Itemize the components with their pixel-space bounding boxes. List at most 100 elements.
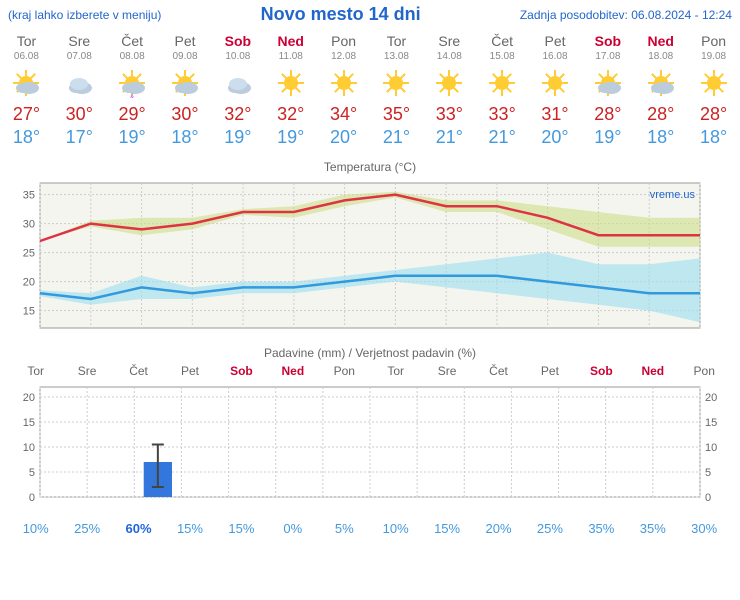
svg-text:15: 15 xyxy=(23,306,35,318)
weather-icon xyxy=(11,68,41,98)
precip-pct: 10% xyxy=(370,521,421,536)
day-name: Tor xyxy=(17,33,36,49)
day-date: 09.08 xyxy=(172,51,197,62)
day-name: Ned xyxy=(278,33,304,49)
day-name: Sob xyxy=(595,33,621,49)
day-col: Pon 19.08 28° 18° xyxy=(687,33,740,148)
menu-note: (kraj lahko izberete v meniju) xyxy=(8,8,161,22)
precip-day: Čet xyxy=(113,364,164,378)
hi-temp: 33° xyxy=(489,104,516,125)
lo-temp: 21° xyxy=(383,127,410,148)
svg-text:25: 25 xyxy=(23,248,35,260)
day-col: Sob 17.08 28° 19° xyxy=(581,33,634,148)
day-date: 10.08 xyxy=(225,51,250,62)
precip-pct-row: 10%25%60%15%15%0%5%10%15%20%25%35%35%30% xyxy=(0,521,740,536)
precip-chart-title: Padavine (mm) / Verjetnost padavin (%) xyxy=(0,346,740,360)
day-name: Pon xyxy=(701,33,726,49)
lo-temp: 19° xyxy=(594,127,621,148)
day-name: Čet xyxy=(491,33,513,49)
day-name: Tor xyxy=(387,33,406,49)
precip-pct: 15% xyxy=(421,521,472,536)
weather-icon xyxy=(540,68,570,98)
lo-temp: 18° xyxy=(171,127,198,148)
precip-pct: 15% xyxy=(216,521,267,536)
svg-text:20: 20 xyxy=(23,392,35,404)
day-name: Pet xyxy=(545,33,566,49)
day-col: Sob 10.08 32° 19° xyxy=(211,33,264,148)
day-name: Pon xyxy=(331,33,356,49)
day-col: Pet 16.08 31° 20° xyxy=(529,33,582,148)
day-date: 07.08 xyxy=(67,51,92,62)
day-col: Sre 07.08 30° 17° xyxy=(53,33,106,148)
precip-pct: 30% xyxy=(678,521,729,536)
precip-day: Sre xyxy=(61,364,112,378)
hi-temp: 28° xyxy=(647,104,674,125)
temp-chart: 1520253035vreme.us xyxy=(10,178,730,338)
precip-day: Pon xyxy=(678,364,729,378)
hi-temp: 33° xyxy=(436,104,463,125)
svg-text:35: 35 xyxy=(23,190,35,202)
day-date: 12.08 xyxy=(331,51,356,62)
weather-icon xyxy=(593,68,623,98)
svg-text:20: 20 xyxy=(705,392,717,404)
precip-day: Ned xyxy=(627,364,678,378)
precip-day: Ned xyxy=(267,364,318,378)
lo-temp: 17° xyxy=(66,127,93,148)
day-name: Sre xyxy=(438,33,460,49)
hi-temp: 35° xyxy=(383,104,410,125)
day-date: 18.08 xyxy=(648,51,673,62)
svg-text:5: 5 xyxy=(705,467,711,479)
lo-temp: 20° xyxy=(541,127,568,148)
last-update: Zadnja posodobitev: 06.08.2024 - 12:24 xyxy=(520,8,732,22)
precip-days-row: TorSreČetPetSobNedPonTorSreČetPetSobNedP… xyxy=(0,364,740,378)
day-name: Čet xyxy=(121,33,143,49)
hi-temp: 28° xyxy=(594,104,621,125)
day-name: Ned xyxy=(648,33,674,49)
hi-temp: 27° xyxy=(13,104,40,125)
day-col: Ned 11.08 32° 19° xyxy=(264,33,317,148)
precip-day: Sre xyxy=(421,364,472,378)
svg-text:vreme.us: vreme.us xyxy=(650,189,696,201)
weather-icon xyxy=(329,68,359,98)
precip-pct: 20% xyxy=(473,521,524,536)
hi-temp: 32° xyxy=(277,104,304,125)
svg-text:15: 15 xyxy=(705,417,717,429)
precip-day: Sob xyxy=(576,364,627,378)
precip-chart: 0055101015152020 xyxy=(10,382,730,517)
precip-day: Pon xyxy=(319,364,370,378)
precip-day: Sob xyxy=(216,364,267,378)
day-date: 11.08 xyxy=(279,51,303,62)
hi-temp: 30° xyxy=(171,104,198,125)
lo-temp: 21° xyxy=(436,127,463,148)
weather-icon xyxy=(699,68,729,98)
hi-temp: 32° xyxy=(224,104,251,125)
page-title: Novo mesto 14 dni xyxy=(261,4,421,25)
weather-icon xyxy=(434,68,464,98)
precip-pct: 15% xyxy=(164,521,215,536)
weather-icon xyxy=(170,68,200,98)
lo-temp: 21° xyxy=(489,127,516,148)
day-date: 06.08 xyxy=(14,51,39,62)
precip-day: Pet xyxy=(524,364,575,378)
svg-text:10: 10 xyxy=(705,442,717,454)
forecast-row: Tor 06.08 27° 18°Sre 07.08 30° 17°Čet 08… xyxy=(0,29,740,152)
lo-temp: 19° xyxy=(224,127,251,148)
svg-text:5: 5 xyxy=(29,467,35,479)
lo-temp: 19° xyxy=(119,127,146,148)
day-date: 16.08 xyxy=(543,51,568,62)
precip-pct: 5% xyxy=(319,521,370,536)
hi-temp: 28° xyxy=(700,104,727,125)
precip-pct: 25% xyxy=(524,521,575,536)
svg-text:10: 10 xyxy=(23,442,35,454)
day-date: 19.08 xyxy=(701,51,726,62)
temp-chart-title: Temperatura (°C) xyxy=(0,160,740,174)
lo-temp: 18° xyxy=(647,127,674,148)
day-col: Tor 13.08 35° 21° xyxy=(370,33,423,148)
precip-day: Tor xyxy=(370,364,421,378)
precip-pct: 35% xyxy=(627,521,678,536)
precip-day: Čet xyxy=(473,364,524,378)
weather-icon xyxy=(381,68,411,98)
hi-temp: 34° xyxy=(330,104,357,125)
day-date: 13.08 xyxy=(384,51,409,62)
precip-day: Pet xyxy=(164,364,215,378)
